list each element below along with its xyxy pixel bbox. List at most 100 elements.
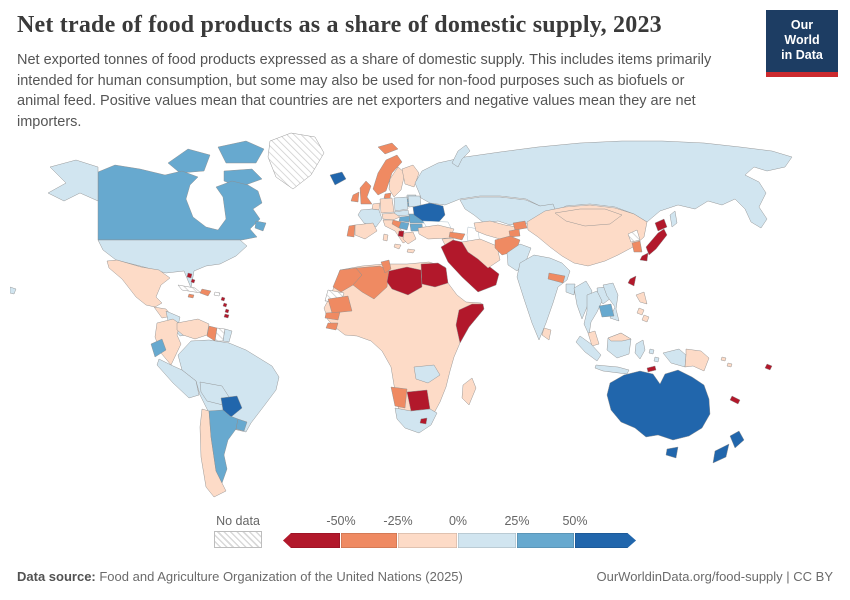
country-somalia[interactable]: [455, 303, 485, 344]
country-indonesia-papua[interactable]: [662, 348, 687, 368]
country-malaysia[interactable]: [587, 330, 600, 347]
country-greenland[interactable]: [267, 132, 325, 190]
country-timor-leste[interactable]: [646, 365, 657, 373]
country-vietnam[interactable]: [602, 282, 620, 322]
country-australia-tasmania[interactable]: [665, 446, 679, 459]
country-malaysia-borneo[interactable]: [607, 332, 632, 342]
country-puerto-rico[interactable]: [213, 291, 221, 297]
legend-tick-label: -25%: [383, 514, 413, 528]
country-mexico[interactable]: [106, 259, 171, 308]
country-zambia[interactable]: [413, 364, 441, 384]
country-albania[interactable]: [397, 230, 405, 238]
country-botswana[interactable]: [406, 389, 431, 412]
country-russia-novaya-zemlya[interactable]: [451, 144, 471, 168]
country-philippines[interactable]: [635, 291, 650, 323]
country-japan[interactable]: [639, 218, 668, 262]
country-papua-new-guinea[interactable]: [684, 348, 710, 372]
country-hispaniola[interactable]: [199, 288, 212, 297]
country-libya[interactable]: [386, 266, 423, 296]
country-arabian-peninsula[interactable]: [440, 239, 500, 293]
country-canada-arctic-islands[interactable]: [167, 140, 265, 188]
country-namibia[interactable]: [390, 386, 408, 409]
country-jamaica[interactable]: [187, 293, 195, 299]
country-canada-newfoundland[interactable]: [254, 220, 267, 232]
footer-link[interactable]: OurWorldinData.org/food-supply | CC BY: [596, 569, 833, 584]
country-cuba[interactable]: [177, 284, 202, 294]
country-turkey[interactable]: [417, 224, 455, 240]
country-french-guiana[interactable]: [222, 328, 233, 343]
country-indonesia-java[interactable]: [594, 364, 630, 375]
country-canada[interactable]: [97, 164, 263, 241]
country-bangladesh[interactable]: [565, 283, 576, 296]
country-greece[interactable]: [402, 231, 417, 254]
country-usa-hawaii[interactable]: [10, 286, 17, 295]
country-taiwan[interactable]: [627, 275, 637, 287]
country-senegal-gambia[interactable]: [324, 311, 341, 321]
country-indonesia-moluccas[interactable]: [648, 348, 660, 363]
country-indonesia-sumatra[interactable]: [575, 335, 602, 362]
country-portugal[interactable]: [346, 224, 356, 238]
country-switzerland-austria[interactable]: [381, 212, 401, 221]
country-uk[interactable]: [359, 180, 373, 205]
country-russia[interactable]: [414, 140, 793, 229]
country-usa-alaska[interactable]: [47, 159, 99, 202]
country-sri-lanka[interactable]: [541, 327, 552, 341]
legend-segment[interactable]: [341, 533, 397, 548]
country-iran[interactable]: [461, 238, 501, 269]
country-peru[interactable]: [156, 358, 200, 399]
country-norway[interactable]: [372, 154, 403, 196]
country-egypt[interactable]: [420, 262, 449, 288]
country-svalbard[interactable]: [377, 142, 399, 155]
country-indonesia-sulawesi[interactable]: [634, 339, 646, 360]
country-argentina[interactable]: [208, 409, 239, 484]
country-trinidad[interactable]: [223, 313, 230, 319]
country-china[interactable]: [526, 204, 648, 267]
country-germany[interactable]: [379, 197, 395, 214]
country-hungary[interactable]: [398, 215, 411, 223]
legend-segment[interactable]: [458, 533, 516, 548]
legend-segment[interactable]: [517, 533, 574, 548]
country-caucasus[interactable]: [448, 231, 466, 241]
country-nepal[interactable]: [547, 272, 566, 284]
legend-segment[interactable]: [283, 533, 340, 548]
country-guinea[interactable]: [325, 322, 339, 331]
country-russia-sakhalin[interactable]: [669, 210, 678, 228]
country-india[interactable]: [516, 254, 571, 341]
owid-logo[interactable]: Our World in Data: [766, 10, 838, 77]
country-tunisia[interactable]: [380, 259, 392, 274]
legend-segment[interactable]: [575, 533, 636, 548]
country-venezuela[interactable]: [176, 318, 210, 340]
country-north-korea[interactable]: [627, 229, 641, 243]
country-iceland[interactable]: [329, 171, 347, 186]
country-paraguay[interactable]: [220, 395, 243, 418]
country-spain[interactable]: [354, 222, 378, 240]
country-mauritania[interactable]: [327, 295, 353, 314]
country-new-zealand[interactable]: [712, 430, 745, 464]
country-mongolia[interactable]: [554, 208, 623, 227]
country-south-korea[interactable]: [631, 240, 643, 253]
country-kyrgyzstan[interactable]: [512, 220, 528, 231]
country-south-africa[interactable]: [394, 407, 438, 434]
country-solomon-islands[interactable]: [720, 356, 733, 368]
country-sweden[interactable]: [388, 166, 406, 198]
country-lesotho[interactable]: [419, 417, 428, 425]
legend-segment[interactable]: [398, 533, 457, 548]
country-ecuador[interactable]: [150, 338, 167, 358]
chart-subtitle: Net exported tonnes of food products exp…: [17, 52, 712, 130]
country-tajikistan[interactable]: [508, 228, 521, 238]
country-new-caledonia[interactable]: [729, 395, 741, 405]
legend-tick-label: -50%: [326, 514, 356, 528]
country-lesser-antilles[interactable]: [220, 296, 230, 314]
country-cambodia[interactable]: [598, 303, 615, 318]
country-ireland[interactable]: [350, 191, 360, 203]
country-serbia[interactable]: [398, 221, 410, 231]
country-poland[interactable]: [393, 196, 409, 212]
country-fiji[interactable]: [764, 363, 773, 371]
country-france[interactable]: [357, 208, 383, 228]
country-australia[interactable]: [606, 369, 711, 441]
country-madagascar[interactable]: [461, 377, 477, 406]
country-thailand[interactable]: [583, 290, 603, 336]
country-uruguay[interactable]: [235, 418, 248, 432]
legend-no-data-swatch[interactable]: [214, 531, 262, 548]
country-bahamas[interactable]: [186, 272, 196, 284]
